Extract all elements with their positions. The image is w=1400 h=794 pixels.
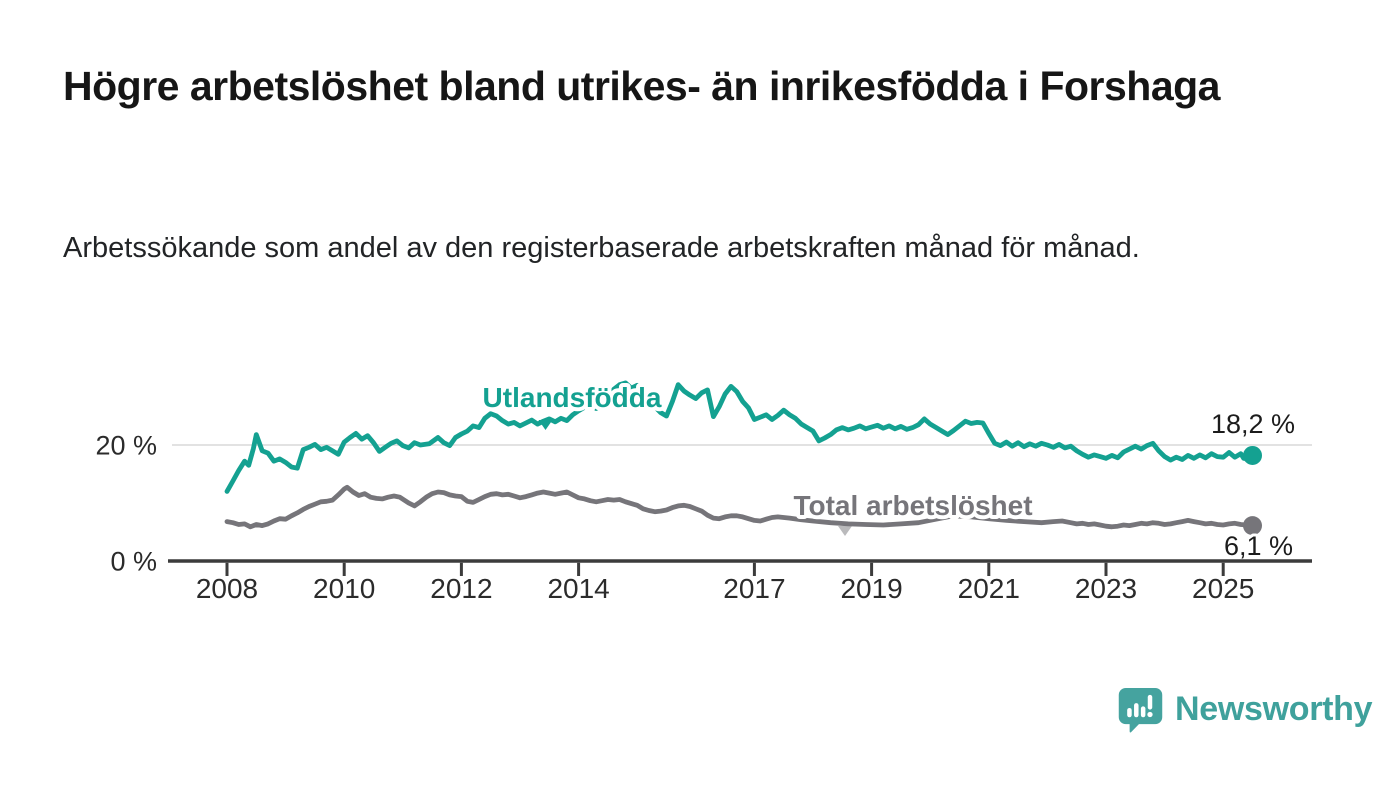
total-arbetsl-shet-line <box>224 484 1255 530</box>
x-tick-label-2008: 2008 <box>196 573 258 604</box>
chart-subtitle: Arbetssökande som andel av den registerb… <box>63 232 1140 264</box>
utlandsf-dda-label-pointer-icon <box>538 420 553 430</box>
logo-exclamation-bar <box>1147 694 1153 710</box>
y-tick-label-20: 20 % <box>95 431 157 461</box>
x-tick-label-2017: 2017 <box>723 573 785 604</box>
newsworthy-logo-icon <box>1118 687 1163 733</box>
utlandsf-dda-end-value: 18,2 % <box>1211 409 1295 439</box>
total-arbetsl-shet-label: Total arbetslöshet <box>793 490 1032 521</box>
x-tick-label-2019: 2019 <box>840 573 902 604</box>
utlandsf-dda-line <box>224 380 1255 494</box>
logo-bar-2 <box>1134 703 1139 718</box>
x-tick-label-2021: 2021 <box>958 573 1020 604</box>
x-tick-label-2025: 2025 <box>1192 573 1254 604</box>
utlandsf-dda-label: Utlandsfödda <box>483 382 662 413</box>
total-arbetsl-shet-endpoint-dot <box>1243 516 1262 536</box>
newsworthy-logo-text: Newsworthy <box>1175 689 1373 728</box>
x-tick-label-2010: 2010 <box>313 573 375 604</box>
y-tick-label-0: 0 % <box>110 547 157 577</box>
x-tick-label-2023: 2023 <box>1075 573 1137 604</box>
x-tick-label-2014: 2014 <box>547 573 609 604</box>
total-arbetsl-shet-end-value: 6,1 % <box>1224 531 1293 561</box>
utlandsf-dda-endpoint-dot <box>1243 445 1262 465</box>
logo-bar-1 <box>1127 708 1132 718</box>
logo-bubble-shape <box>1118 687 1163 733</box>
newsworthy-logo: Newsworthy <box>1117 685 1373 733</box>
x-tick-label-2012: 2012 <box>430 573 492 604</box>
logo-exclamation-dot <box>1147 711 1153 718</box>
total-arbetsl-shet-label-pointer-icon <box>838 526 852 536</box>
headline: Högre arbetslöshet bland utrikes- än inr… <box>63 63 1220 109</box>
logo-bar-3 <box>1140 706 1146 718</box>
